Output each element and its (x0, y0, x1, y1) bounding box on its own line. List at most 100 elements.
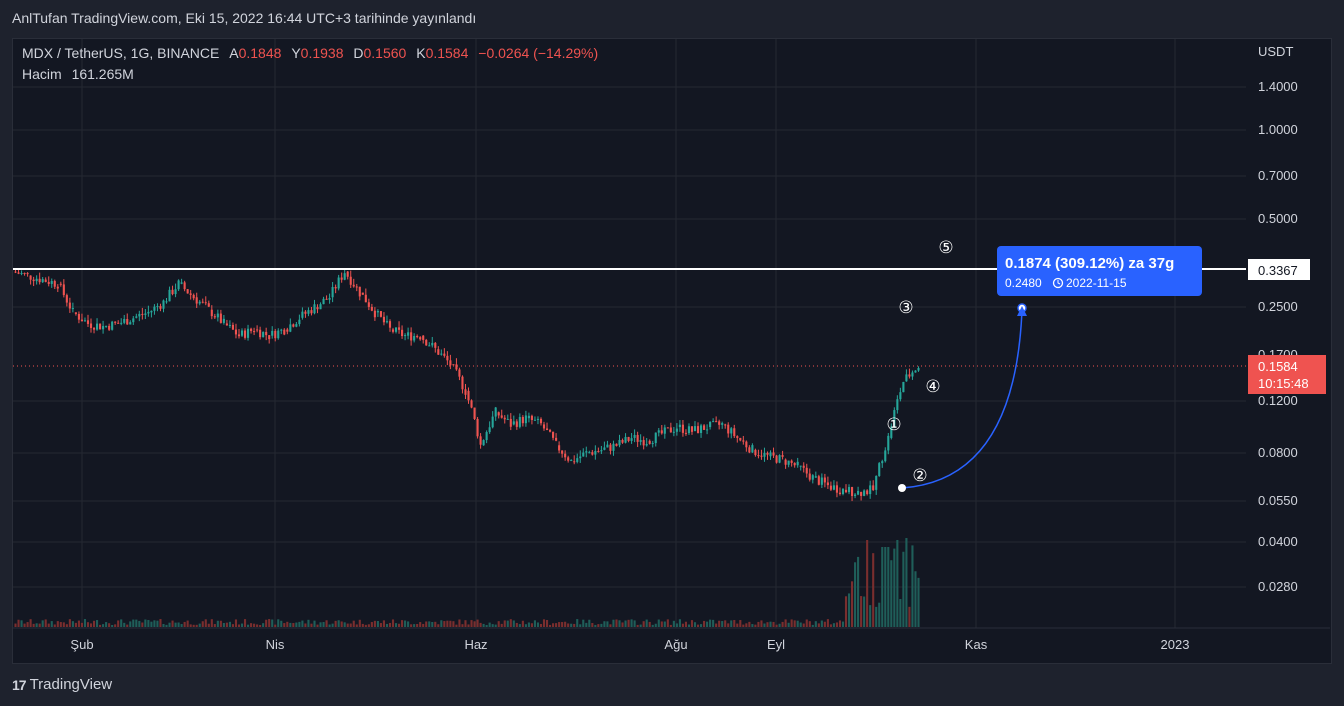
volume-bar (497, 621, 500, 627)
candle-body (74, 312, 77, 314)
candle-body (253, 331, 256, 333)
candle-body (579, 456, 582, 459)
candle-body (56, 286, 59, 289)
volume-bar (742, 624, 745, 627)
candle-body (802, 465, 805, 468)
volume-bar (669, 624, 672, 627)
candle-body (515, 421, 518, 427)
volume-bar (376, 621, 379, 627)
candle-body (355, 286, 358, 288)
volume-bar (68, 619, 71, 627)
candle-body (733, 428, 736, 437)
candle-body (727, 424, 730, 434)
volume-bar (56, 621, 59, 627)
candle-body (684, 432, 688, 434)
candle-body (23, 273, 26, 275)
volume-bar (346, 623, 349, 627)
candle-body (760, 455, 763, 457)
volume-bar (600, 623, 603, 627)
candle-body (117, 322, 120, 324)
volume-bar (527, 622, 530, 627)
candle-body (796, 461, 799, 466)
candle-body (769, 452, 772, 457)
candle-body (222, 318, 225, 323)
volume-label[interactable]: Hacim (22, 66, 62, 82)
measure-start-point[interactable] (898, 484, 906, 492)
candle-body (322, 298, 325, 305)
candle-body (908, 374, 911, 377)
symbol-label[interactable]: MDX / TetherUS, 1G, BINANCE (22, 45, 220, 61)
candle-body (860, 492, 863, 496)
candle-body (721, 423, 724, 425)
volume-bar (857, 556, 860, 627)
candle-body (823, 477, 826, 483)
volume-bar (74, 622, 77, 627)
volume-bar (721, 621, 724, 627)
candle-body (407, 332, 410, 336)
volume-bar (627, 619, 630, 627)
volume-bar (639, 624, 642, 627)
candle-body (675, 428, 678, 432)
candle-body (20, 273, 23, 275)
candle-body (71, 308, 74, 310)
tradingview-logo-icon: 17 (12, 676, 27, 693)
volume-bar (243, 619, 247, 627)
price-axis[interactable]: USDT 1.40001.00000.70000.50000.25000.170… (1258, 44, 1298, 594)
time-axis[interactable]: Şub Nis Haz Ağu Eyl Kas 2023 (70, 637, 1189, 652)
candle-body (334, 287, 337, 289)
volume-bar (26, 622, 29, 627)
volume-bar (699, 624, 703, 627)
candle-body (893, 410, 896, 427)
volume-bar (887, 547, 890, 627)
price-badge (1248, 355, 1326, 394)
candle-body (506, 418, 509, 420)
candle-body (364, 294, 367, 303)
volume-bar (265, 619, 268, 627)
volume-bar (455, 624, 458, 627)
candle-body (458, 369, 461, 377)
volume-bar (808, 621, 811, 627)
candle-body (425, 339, 428, 346)
candle-body (467, 390, 470, 401)
volume-bar (114, 624, 117, 627)
measure-box[interactable] (997, 246, 1202, 296)
volume-bar (286, 621, 289, 627)
candle-body (751, 445, 754, 453)
volume-bar (183, 621, 186, 627)
volume-bar (135, 619, 138, 627)
time-tick: 2023 (1161, 637, 1190, 652)
candle-body (210, 309, 213, 317)
candle-body (394, 327, 398, 332)
volume-bar (301, 620, 304, 627)
candle-body (748, 447, 751, 453)
volume-bar (319, 622, 322, 627)
volume-bar (690, 620, 694, 627)
volume-bar (657, 619, 660, 627)
candle-body (564, 453, 567, 458)
volume-bar (470, 620, 473, 627)
volume-bar (207, 623, 210, 627)
volume-bar (709, 619, 712, 627)
volume-bar (521, 620, 524, 627)
candle-body (464, 389, 467, 395)
volume-bar (325, 620, 328, 627)
candle-body (183, 282, 186, 290)
volume-bar (201, 621, 204, 627)
volume-bar (77, 620, 80, 627)
volume-bar (343, 622, 346, 627)
candle-body (108, 325, 111, 330)
chart-frame[interactable] (12, 38, 1332, 664)
volume-bar (271, 619, 274, 627)
volume-bar (745, 623, 748, 627)
candle-body (473, 407, 476, 419)
candle-body (591, 452, 594, 455)
price-badge-countdown: 10:15:48 (1258, 376, 1309, 391)
footer[interactable]: 17 TradingView (12, 676, 112, 693)
volume-bar (120, 619, 123, 627)
candle-body (896, 399, 899, 411)
candle-body (476, 418, 479, 437)
volume-bar (524, 624, 527, 627)
candle-body (111, 321, 114, 330)
candle-body (274, 330, 277, 339)
